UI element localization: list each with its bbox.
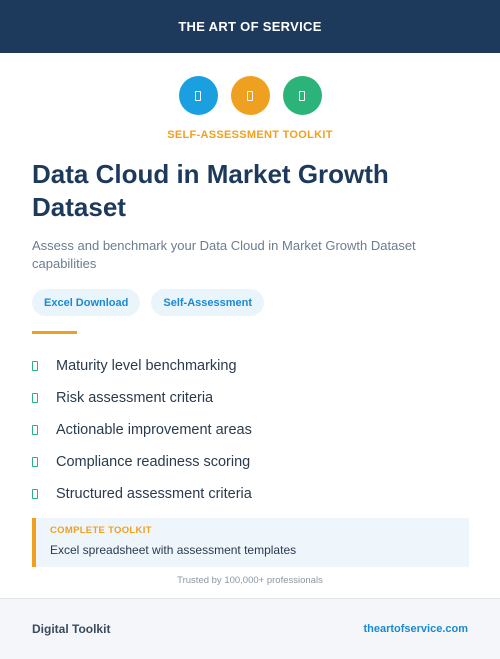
list-item: Actionable improvement areas	[32, 414, 252, 446]
list-item: Risk assessment criteria	[32, 382, 252, 414]
document-icon-blue	[178, 76, 218, 115]
toolkit-callout: COMPLETE TOOLKIT Excel spreadsheet with …	[32, 518, 469, 567]
callout-kicker: COMPLETE TOOLKIT	[50, 525, 152, 536]
document-icon-orange	[230, 76, 270, 115]
footer-bar: Digital Toolkit theartofservice.com	[0, 598, 500, 659]
feature-label: Actionable improvement areas	[56, 422, 252, 438]
document-icon	[195, 90, 201, 101]
feature-label: Maturity level benchmarking	[56, 358, 237, 374]
page-subtitle: Assess and benchmark your Data Cloud in …	[32, 238, 416, 271]
tag-self-assessment: Self-Assessment	[151, 289, 265, 316]
callout-text: Excel spreadsheet with assessment templa…	[50, 543, 297, 557]
check-icon	[32, 489, 38, 499]
document-icon	[247, 90, 253, 101]
list-item: Compliance readiness scoring	[32, 446, 252, 478]
page-title: Data Cloud in Market Growth Dataset	[32, 159, 389, 222]
feature-list: Maturity level benchmarking Risk assessm…	[32, 350, 252, 510]
list-item: Structured assessment criteria	[32, 478, 252, 510]
document-icon	[299, 90, 305, 101]
check-icon	[32, 425, 38, 435]
footer-label: Digital Toolkit	[32, 622, 111, 636]
feature-label: Risk assessment criteria	[56, 390, 214, 406]
section-kicker: SELF-ASSESSMENT TOOLKIT	[167, 129, 333, 141]
check-icon	[32, 361, 38, 371]
website-link[interactable]: theartofservice.com	[363, 623, 468, 635]
document-icon-green	[282, 76, 322, 115]
accent-divider	[32, 331, 77, 334]
feature-label: Structured assessment criteria	[56, 486, 252, 502]
header-bar: THE ART OF SERVICE	[0, 0, 500, 53]
check-icon	[32, 457, 38, 467]
tag-excel-download: Excel Download	[32, 289, 141, 316]
list-item: Maturity level benchmarking	[32, 350, 252, 382]
icon-row	[0, 76, 500, 115]
feature-label: Compliance readiness scoring	[56, 454, 251, 470]
brand-title: THE ART OF SERVICE	[178, 19, 322, 34]
tag-list: Excel Download Self-Assessment	[32, 289, 265, 316]
trust-statement: Trusted by 100,000+ professionals	[177, 575, 323, 586]
check-icon	[32, 393, 38, 403]
